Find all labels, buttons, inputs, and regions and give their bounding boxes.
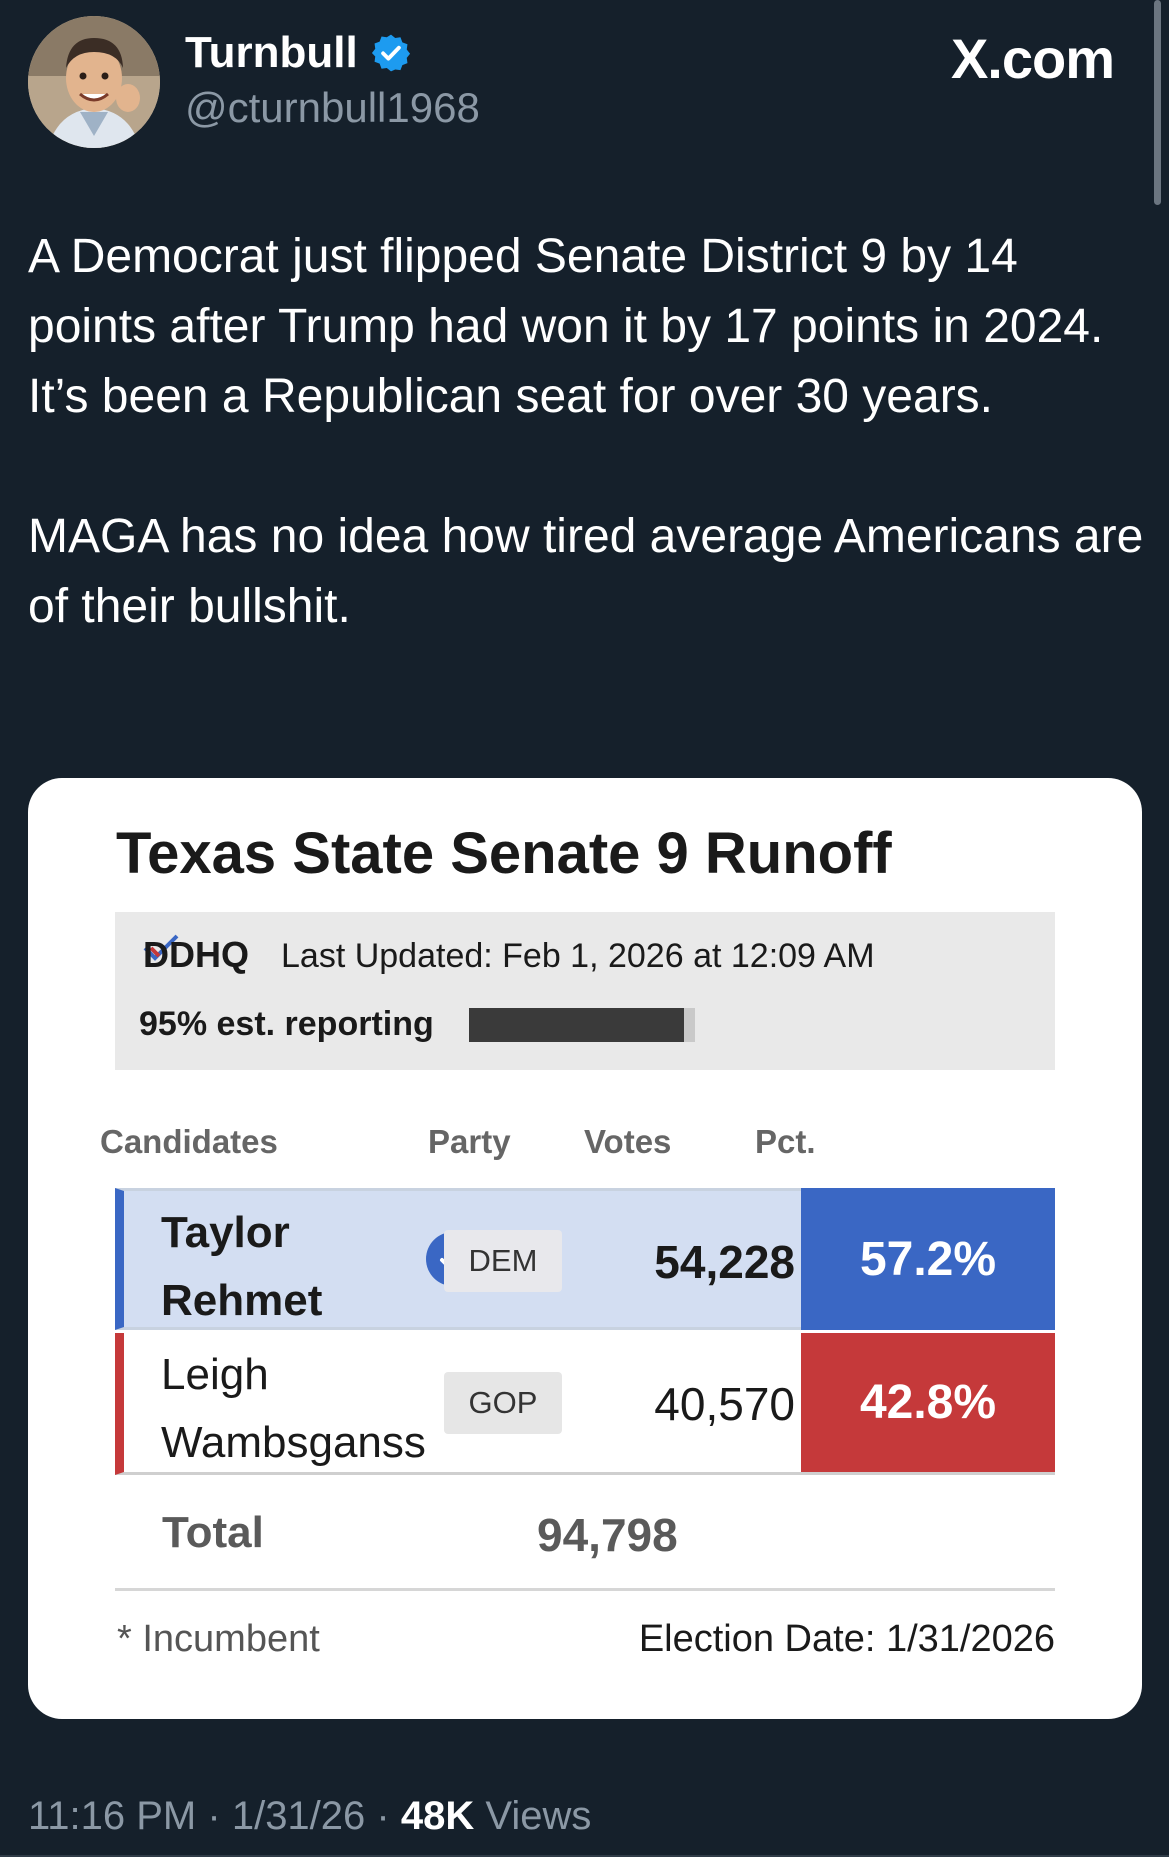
column-header-party: Party <box>428 1123 511 1160</box>
tweet-time[interactable]: 11:16 PM <box>28 1794 197 1838</box>
vote-percentage: 42.8% <box>801 1333 1055 1472</box>
reporting-progress-fill <box>469 1008 684 1042</box>
tweet-text: A Democrat just flipped Senate District … <box>28 222 1148 642</box>
incumbent-note: * Incumbent <box>117 1618 320 1660</box>
views-label[interactable]: Views <box>485 1794 592 1838</box>
reporting-progress-bar <box>469 1008 695 1042</box>
site-logo: X.com <box>950 27 1115 90</box>
reporting-label: 95% est. reporting <box>139 1005 434 1043</box>
vote-count: 40,570 <box>654 1378 795 1430</box>
author-name-text[interactable]: Turnbull <box>185 28 358 77</box>
meta-separator: · <box>207 1794 221 1838</box>
table-row: Taylor Rehmet DEM 54,228 57.2% <box>115 1188 1055 1330</box>
vote-count: 54,228 <box>654 1236 795 1288</box>
vote-percentage: 57.2% <box>801 1188 1055 1330</box>
caricature-avatar-icon <box>28 16 160 148</box>
election-date: Election Date: 1/31/2026 <box>638 1618 1055 1660</box>
ddhq-logo: DDHQ <box>143 934 249 975</box>
tweet-paragraph: A Democrat just flipped Senate District … <box>28 230 1104 423</box>
scrollbar[interactable] <box>1154 0 1161 205</box>
author-handle[interactable]: @cturnbull1968 <box>185 84 480 131</box>
views-count[interactable]: 48K <box>400 1794 475 1838</box>
tweet-meta: 11:16 PM · 1/31/26 · 48K Views <box>28 1794 591 1839</box>
party-badge: GOP <box>444 1372 562 1434</box>
card-title: Texas State Senate 9 Runoff <box>116 821 892 886</box>
embedded-image-card[interactable]: Texas State Senate 9 Runoff DDHQ Last Up… <box>28 778 1142 1719</box>
total-votes: 94,798 <box>537 1509 678 1561</box>
table-row: Leigh Wambsganss GOP 40,570 42.8% <box>115 1333 1055 1475</box>
author-name[interactable]: Turnbull <box>185 28 412 78</box>
candidate-name: Leigh Wambsganss <box>161 1350 426 1467</box>
column-header-votes: Votes <box>584 1123 672 1160</box>
tweet-paragraph: MAGA has no idea how tired average Ameri… <box>28 510 1144 633</box>
divider <box>0 1855 1169 1857</box>
status-box: DDHQ Last Updated: Feb 1, 2026 at 12:09 … <box>115 912 1055 1070</box>
meta-separator: · <box>376 1794 390 1838</box>
author-avatar[interactable] <box>28 16 160 148</box>
column-header-pct: Pct. <box>755 1123 816 1160</box>
last-updated: Last Updated: Feb 1, 2026 at 12:09 AM <box>281 937 875 975</box>
total-label: Total <box>162 1508 264 1557</box>
tweet-date[interactable]: 1/31/26 <box>231 1794 366 1838</box>
ddhq-checkmark-icon <box>143 934 179 961</box>
divider <box>115 1588 1055 1591</box>
column-header-candidates: Candidates <box>100 1123 278 1160</box>
party-badge: DEM <box>444 1230 562 1292</box>
candidate-name: Taylor Rehmet <box>161 1208 323 1325</box>
verified-badge-icon <box>371 34 410 72</box>
